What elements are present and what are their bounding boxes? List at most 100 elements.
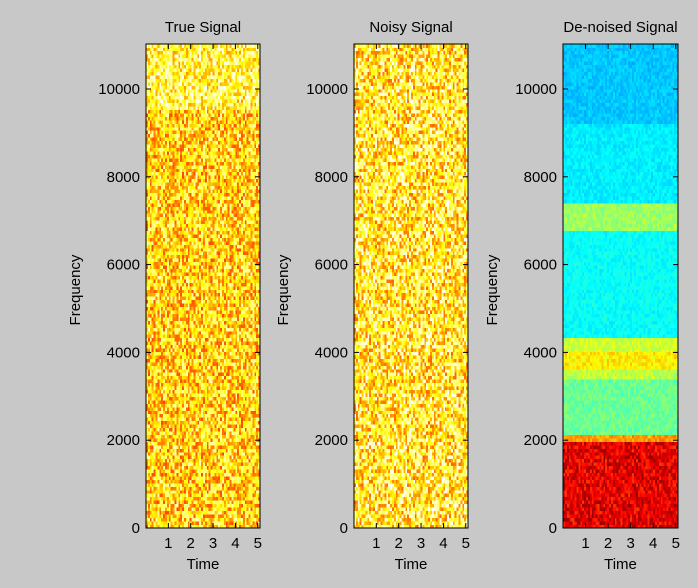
heatmap-cell [197, 321, 199, 325]
heatmap-cell [167, 483, 169, 487]
heatmap-cell [239, 379, 241, 383]
heatmap-cell [194, 255, 196, 259]
heatmap-cell [175, 251, 177, 255]
heatmap-cell [180, 421, 182, 425]
heatmap-cell [159, 390, 161, 394]
heatmap-cell [159, 369, 161, 373]
heatmap-cell [235, 366, 237, 370]
heatmap-cell [216, 383, 218, 387]
heatmap-cell [228, 448, 230, 452]
heatmap-cell [188, 452, 190, 456]
heatmap-cell [226, 386, 228, 390]
heatmap-cell [209, 386, 211, 390]
heatmap-cell [188, 507, 190, 511]
heatmap-cell [194, 438, 196, 442]
heatmap-cell [230, 248, 232, 252]
heatmap-cell [165, 272, 167, 276]
heatmap-cell [220, 466, 222, 470]
heatmap-cell [171, 258, 173, 262]
heatmap-cell [169, 462, 171, 466]
heatmap-cell [163, 448, 165, 452]
heatmap-cell [224, 476, 226, 480]
heatmap-cell [245, 293, 247, 297]
heatmap-cell [190, 386, 192, 390]
heatmap-cell [175, 327, 177, 331]
heatmap-cell [180, 372, 182, 376]
heatmap-cell [165, 345, 167, 349]
heatmap-cell [218, 334, 220, 338]
heatmap-cell [176, 466, 178, 470]
heatmap-cell [249, 483, 251, 487]
heatmap-cell [239, 407, 241, 411]
heatmap-cell [205, 272, 207, 276]
heatmap-cell [159, 428, 161, 432]
heatmap-cell [226, 504, 228, 508]
heatmap-cell [178, 314, 180, 318]
heatmap-cell [207, 286, 209, 290]
heatmap-cell [232, 341, 234, 345]
heatmap-cell [169, 473, 171, 477]
heatmap-cell [169, 334, 171, 338]
heatmap-cell [188, 258, 190, 262]
heatmap-cell [184, 241, 186, 245]
heatmap-cell [186, 390, 188, 394]
heatmap-cell [150, 338, 152, 342]
heatmap-cell [203, 521, 205, 525]
heatmap-cell [167, 248, 169, 252]
heatmap-cell [254, 428, 256, 432]
heatmap-cell [152, 258, 154, 262]
heatmap-cell [245, 487, 247, 491]
heatmap-cell [228, 345, 230, 349]
heatmap-cell [241, 414, 243, 418]
heatmap-cell [254, 338, 256, 342]
heatmap-cell [190, 421, 192, 425]
heatmap-cell [159, 476, 161, 480]
heatmap-cell [232, 480, 234, 484]
heatmap-cell [239, 404, 241, 408]
heatmap-cell [251, 504, 253, 508]
heatmap-cell [184, 372, 186, 376]
heatmap-cell [211, 265, 213, 269]
heatmap-cell [165, 452, 167, 456]
heatmap-cell [239, 255, 241, 259]
heatmap-cell [201, 490, 203, 494]
heatmap-cell [178, 490, 180, 494]
heatmap-cell [150, 514, 152, 518]
heatmap-cell [230, 251, 232, 255]
heatmap-cell [207, 289, 209, 293]
heatmap-cell [205, 283, 207, 287]
heatmap-cell [175, 497, 177, 501]
heatmap-cell [171, 448, 173, 452]
heatmap-cell [235, 300, 237, 304]
heatmap-cell [218, 424, 220, 428]
heatmap-cell [247, 366, 249, 370]
heatmap-cell [195, 265, 197, 269]
heatmap-cell [249, 324, 251, 328]
heatmap-cell [220, 448, 222, 452]
heatmap-cell [195, 369, 197, 373]
heatmap-cell [226, 397, 228, 401]
heatmap-cell [199, 386, 201, 390]
heatmap-cell [161, 473, 163, 477]
heatmap-cell [230, 521, 232, 525]
heatmap-cell [233, 476, 235, 480]
heatmap-cell [220, 438, 222, 442]
heatmap-cell [228, 518, 230, 522]
heatmap-cell [152, 262, 154, 266]
heatmap-cell [213, 251, 215, 255]
heatmap-cell [199, 414, 201, 418]
heatmap-cell [156, 265, 158, 269]
heatmap-cell [197, 511, 199, 515]
heatmap-cell [154, 431, 156, 435]
heatmap-cell [167, 245, 169, 249]
heatmap-cell [241, 283, 243, 287]
heatmap-cell [237, 265, 239, 269]
heatmap-cell [175, 238, 177, 242]
heatmap-cell [188, 262, 190, 266]
heatmap-cell [214, 348, 216, 352]
heatmap-cell [245, 331, 247, 335]
heatmap-cell [199, 276, 201, 280]
heatmap-cell [203, 476, 205, 480]
heatmap-cell [239, 393, 241, 397]
heatmap-cell [220, 455, 222, 459]
